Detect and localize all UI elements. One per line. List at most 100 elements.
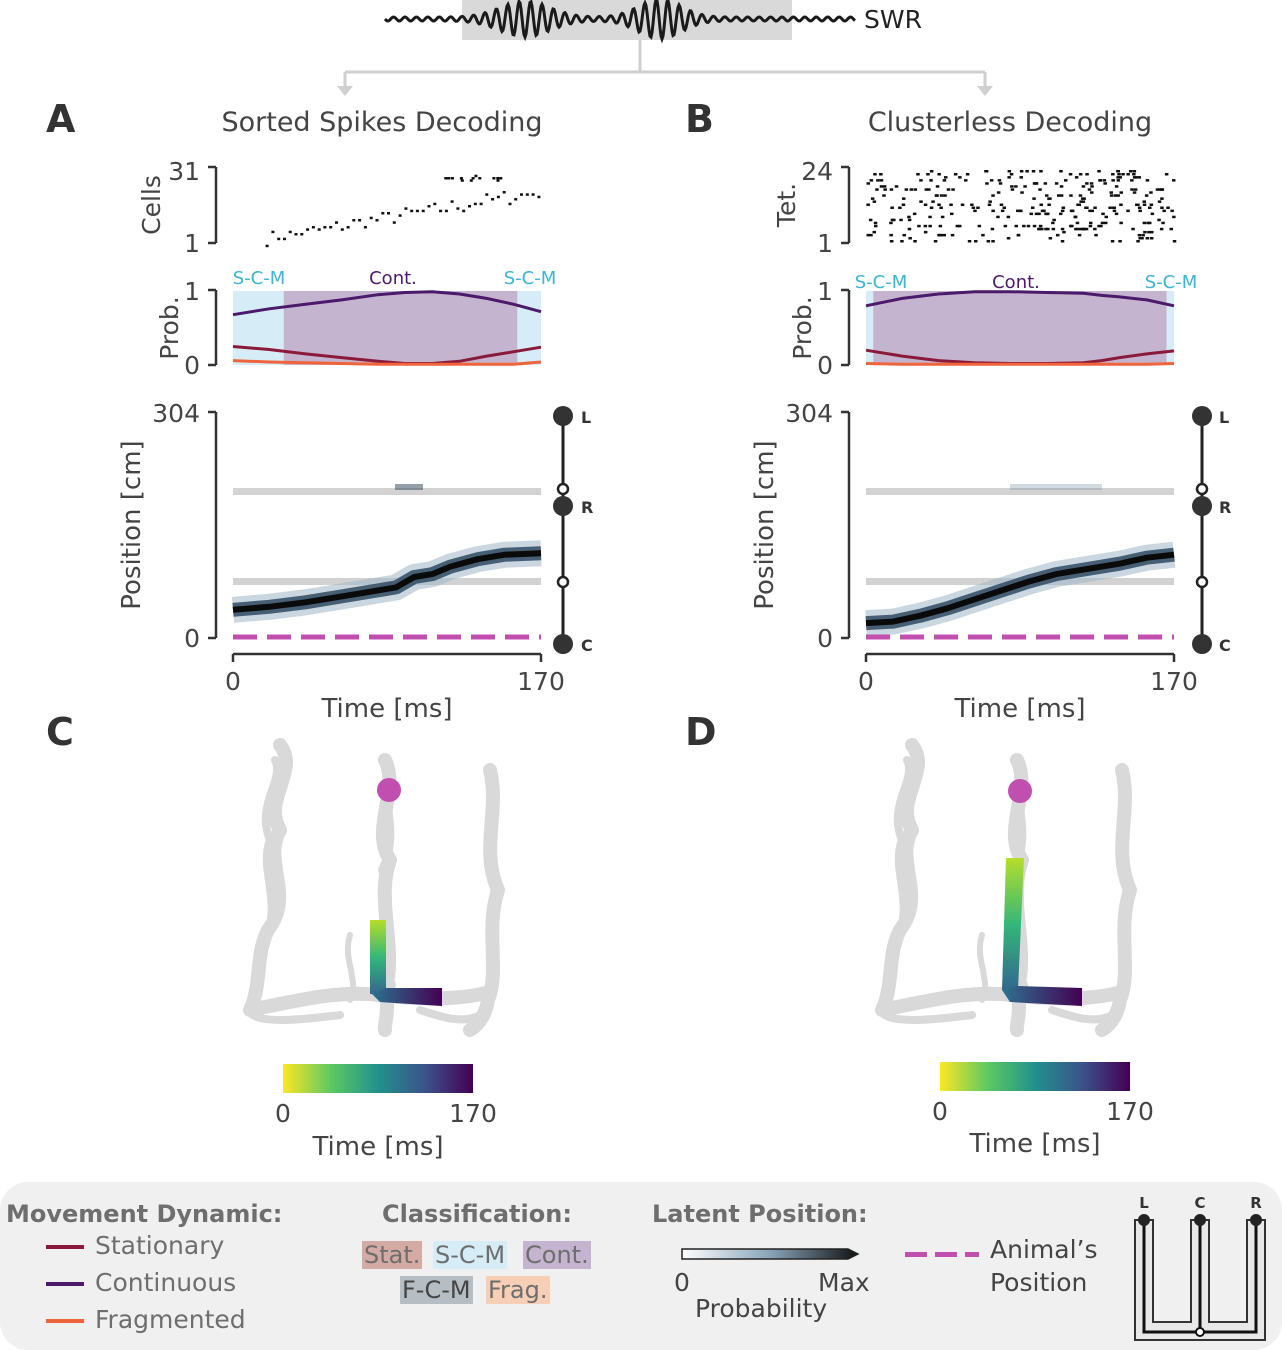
panel-a-position: 304 0 Position [cm] 0 170 Time [ms] L R … — [117, 399, 593, 724]
raster-b-spike — [953, 173, 958, 176]
raster-b-ymin: 1 — [817, 229, 833, 258]
raster-b-spike — [879, 179, 884, 182]
raster-a-spike — [398, 214, 402, 217]
raster-b-spike — [964, 179, 968, 182]
maze-c-animal-dot — [377, 778, 401, 802]
panel-a-title: Sorted Spikes Decoding — [221, 107, 542, 138]
raster-b-spike — [1014, 224, 1018, 228]
raster-b-spike — [1010, 185, 1014, 188]
raster-b-spike — [1112, 206, 1116, 209]
raster-a-spike — [427, 205, 431, 208]
raster-a-spike — [358, 219, 362, 222]
raster-a-spike — [271, 230, 275, 234]
pos-b-faint-blob — [1010, 484, 1102, 490]
pos-a-xmax: 170 — [517, 667, 565, 696]
panel-letter-c: C — [46, 710, 74, 754]
raster-b-spike — [1102, 179, 1107, 182]
raster-b-spike — [1087, 188, 1092, 191]
raster-b-spike — [1147, 230, 1151, 234]
raster-b-spike — [1084, 227, 1089, 231]
raster-b-spike — [923, 224, 928, 228]
raster-b-spike — [1039, 170, 1043, 173]
raster-b-spike — [1040, 227, 1044, 231]
raster-b-spike — [1062, 230, 1066, 234]
raster-b-spike — [1112, 209, 1117, 213]
raster-b-spike — [1031, 206, 1035, 209]
swr-branch-arrows — [337, 86, 993, 96]
raster-b-spike — [1045, 194, 1049, 197]
raster-b-spike — [1131, 227, 1135, 231]
panel-c-maze: 0 170 Time [ms] — [243, 738, 505, 1162]
raster-a-spike — [462, 209, 466, 213]
track-a-node-c — [553, 634, 573, 654]
raster-b-spike — [889, 221, 893, 225]
raster-b-spike — [1006, 215, 1011, 219]
raster-b-spike — [1136, 203, 1140, 206]
raster-b-spike — [991, 240, 995, 243]
raster-b-spike — [1078, 227, 1083, 231]
raster-b-spike — [869, 233, 873, 237]
raster-b-spike — [919, 179, 923, 182]
raster-b-spike — [866, 182, 870, 185]
raster-b-spike — [929, 170, 934, 173]
raster-b-spike — [1070, 209, 1075, 213]
raster-b-spike — [997, 179, 1002, 182]
legend-cls-frag: Frag. — [486, 1276, 550, 1304]
raster-b-spike — [1160, 197, 1164, 200]
legend-panel: Movement Dynamic: Stationary Continuous … — [0, 1182, 1282, 1350]
prob-a-class-region — [233, 291, 284, 365]
colorbar-c — [283, 1064, 473, 1093]
raster-a-spike — [288, 230, 292, 234]
raster-a-spike — [283, 237, 286, 241]
raster-b-spike — [1022, 224, 1026, 228]
raster-b-spike — [928, 215, 932, 219]
raster-b-spike — [1088, 209, 1092, 213]
raster-b-spike — [1161, 221, 1165, 225]
raster-b-spike — [1119, 221, 1123, 225]
prob-b-class-region — [873, 291, 1167, 365]
raster-b-spike — [1037, 212, 1041, 216]
raster-a-spike — [317, 228, 321, 231]
raster-b-spike — [1116, 179, 1121, 182]
raster-b-spike — [869, 179, 874, 182]
raster-b-spike — [1043, 182, 1048, 185]
pos-b-yaxis — [841, 410, 851, 640]
raster-a-spike — [346, 226, 350, 229]
raster-b-spike — [1046, 227, 1050, 231]
raster-b-spike — [1061, 206, 1066, 209]
raster-b-spike — [1142, 203, 1147, 206]
pos-a-xmin: 0 — [225, 667, 241, 696]
raster-a-spike — [306, 228, 310, 231]
raster-b-spike — [1026, 224, 1031, 228]
raster-b-spike — [1016, 233, 1021, 237]
raster-b-spike — [1159, 227, 1164, 231]
raster-b-spike — [898, 206, 902, 209]
raster-a-spike — [469, 179, 473, 182]
raster-a-spike — [520, 193, 523, 196]
legend-track-label-r: R — [1250, 1194, 1262, 1212]
raster-b-spike — [1097, 224, 1101, 228]
raster-b-spike — [938, 233, 942, 237]
raster-b-spike — [1160, 188, 1165, 191]
raster-b-spike — [1109, 194, 1114, 197]
raster-b-spike — [942, 179, 947, 182]
raster-a-spike — [433, 202, 437, 206]
raster-a-spike — [496, 179, 500, 182]
raster-b-spike — [916, 173, 920, 176]
legend-fragmented-swatch — [46, 1319, 84, 1323]
track-b-label-l: L — [1219, 408, 1229, 427]
raster-b-spike — [1088, 224, 1093, 228]
raster-a-spike — [447, 177, 451, 180]
prob-b-ylabel: Prob. — [788, 296, 817, 359]
raster-b-spike — [958, 176, 962, 179]
raster-b-spike — [939, 206, 943, 209]
raster-b-spike — [1145, 179, 1150, 182]
raster-a-spike — [421, 209, 425, 213]
maze-c-decoded-horizontal — [372, 988, 442, 1006]
raster-b-spike — [1054, 182, 1059, 185]
raster-b-spike — [1046, 212, 1050, 216]
raster-b-spike — [1077, 233, 1082, 237]
raster-b-spike — [901, 203, 906, 206]
pos-a-faint-blob — [395, 484, 423, 490]
raster-a-spike — [363, 226, 367, 229]
